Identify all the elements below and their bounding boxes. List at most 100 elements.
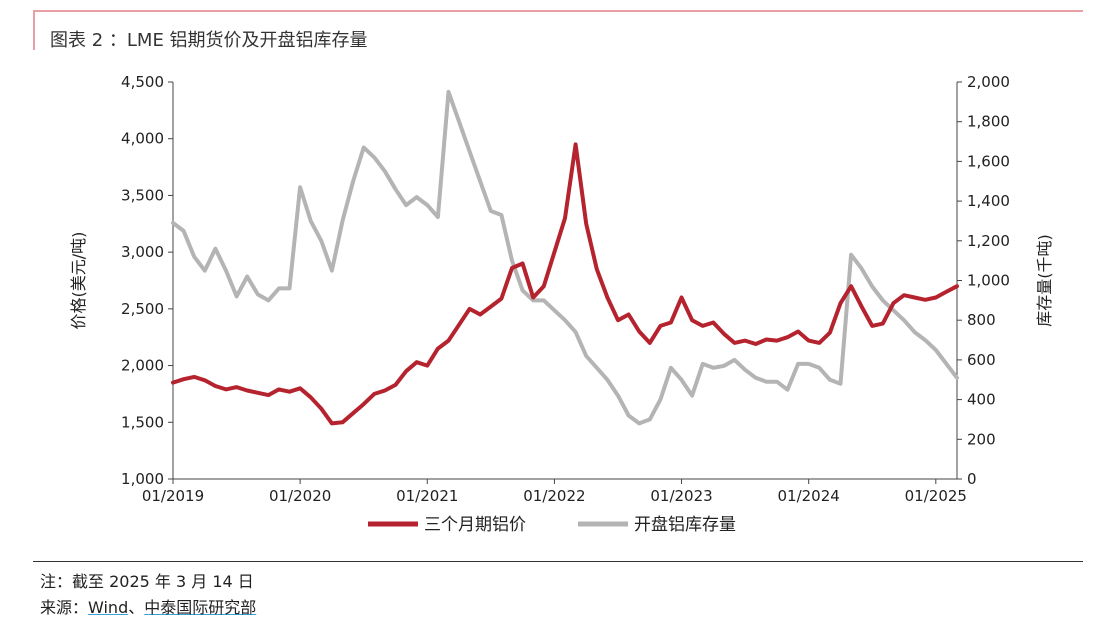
price-point — [701, 324, 705, 328]
price-point — [277, 388, 281, 391]
stock-point — [245, 275, 249, 278]
legend-label-stock: 开盘铝库存量 — [634, 515, 736, 535]
price-point — [584, 222, 588, 226]
x-tick-label: 01/2019 — [142, 487, 204, 505]
stock-point — [330, 269, 334, 272]
price-point — [754, 342, 758, 346]
stock-point — [711, 366, 715, 370]
x-tick-label: 01/2024 — [778, 487, 840, 505]
stock-point — [563, 318, 567, 322]
price-point — [245, 389, 249, 392]
price-point — [627, 313, 630, 316]
stock-point — [690, 394, 694, 397]
price-point — [319, 407, 323, 411]
stock-point — [383, 169, 387, 173]
stock-point — [595, 366, 599, 370]
price-point — [362, 402, 366, 406]
price-point — [648, 341, 652, 345]
price-point — [436, 347, 440, 350]
price-point — [383, 389, 387, 392]
stock-point — [277, 287, 281, 290]
price-point — [945, 290, 948, 294]
stock-point — [680, 378, 683, 382]
price-point — [606, 296, 609, 299]
y-right-tick-label: 1,600 — [967, 152, 1010, 170]
price-point — [372, 392, 376, 396]
price-point — [796, 330, 800, 333]
y-left-tick-label: 1,000 — [121, 470, 164, 488]
price-point — [637, 330, 641, 333]
y-left-axis-title: 价格(美元/吨) — [69, 232, 88, 330]
price-point — [775, 339, 779, 342]
price-point — [786, 335, 789, 339]
stock-point — [733, 358, 736, 362]
stock-point — [913, 330, 916, 334]
y-left-tick-label: 4,500 — [121, 73, 164, 91]
price-point — [298, 386, 302, 390]
price-point — [457, 323, 461, 327]
price-point — [500, 297, 503, 300]
stock-point — [531, 299, 535, 302]
price-point — [923, 298, 927, 302]
price-point — [563, 216, 567, 220]
y-right-tick-label: 0 — [967, 470, 977, 488]
source-sep: 、 — [128, 598, 145, 617]
x-tick-label: 01/2025 — [905, 487, 967, 505]
x-tick-label: 01/2022 — [523, 487, 585, 505]
stock-point — [637, 422, 641, 425]
stock-point — [955, 376, 959, 380]
y-left-tick-label: 1,500 — [121, 413, 164, 431]
stock-point — [468, 150, 471, 153]
price-point — [192, 375, 196, 379]
stock-point — [224, 269, 228, 272]
stock-point — [309, 219, 313, 223]
price-point — [521, 262, 524, 265]
stock-point — [553, 308, 556, 312]
y-left-tick-label: 3,000 — [121, 243, 164, 261]
footer-divider — [33, 561, 1083, 562]
price-point — [235, 385, 239, 389]
price-point — [722, 332, 726, 336]
stock-point — [478, 179, 482, 183]
stock-point — [404, 203, 408, 207]
stock-point — [447, 90, 450, 94]
y-right-axis-title: 库存量(千吨) — [1035, 234, 1054, 327]
price-point — [425, 364, 429, 367]
stock-point — [616, 394, 620, 397]
stock-point — [743, 368, 747, 372]
stock-point — [764, 380, 768, 384]
y-right-tick-label: 1,400 — [967, 192, 1010, 210]
stock-point — [775, 380, 779, 384]
stock-point — [203, 269, 207, 272]
price-point — [182, 377, 186, 381]
plot-area: 1,000 1,500 2,000 2,500 3,000 3,500 4,000 4,500… — [69, 73, 1054, 535]
series-line-stock — [171, 89, 959, 426]
price-point — [733, 341, 736, 345]
source-prefix: 来源： — [40, 598, 89, 617]
stock-point — [351, 179, 355, 183]
stock-point — [415, 195, 419, 199]
source-line: 来源：Wind、中泰国际研究部 — [40, 594, 256, 618]
stock-point — [860, 267, 863, 270]
stock-point — [510, 259, 514, 262]
stock-point — [817, 366, 821, 370]
price-point — [934, 296, 938, 299]
footnote: 注：截至 2025 年 3 月 14 日 — [40, 572, 254, 591]
price-point — [415, 360, 419, 364]
price-point — [288, 390, 291, 394]
stock-point — [701, 362, 705, 366]
stock-point — [192, 255, 196, 259]
line-chart: 1,000 1,500 2,000 2,500 3,000 3,500 4,000 4,500… — [69, 73, 1054, 535]
stock-point — [881, 299, 885, 302]
price-point — [817, 341, 821, 345]
price-point — [955, 284, 959, 288]
stock-point — [288, 287, 291, 290]
stock-point — [489, 209, 493, 213]
price-point — [764, 338, 768, 341]
price-point — [309, 395, 313, 399]
price-point — [595, 267, 599, 271]
price-point — [574, 143, 577, 146]
stock-point — [235, 295, 239, 298]
legend-label-price: 三个月期铝价 — [424, 515, 526, 535]
stock-point — [425, 203, 429, 207]
